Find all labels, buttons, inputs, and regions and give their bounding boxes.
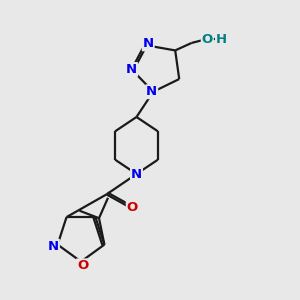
Text: O: O — [77, 259, 88, 272]
Text: N: N — [143, 38, 154, 50]
Text: N: N — [146, 85, 157, 98]
Text: H: H — [216, 33, 227, 46]
Text: N: N — [48, 240, 59, 253]
Text: N: N — [126, 63, 137, 76]
Text: O: O — [202, 33, 213, 46]
Text: O: O — [127, 201, 138, 214]
Text: N: N — [131, 167, 142, 181]
